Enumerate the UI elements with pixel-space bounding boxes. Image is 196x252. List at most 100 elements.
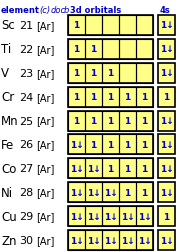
Text: V: V bbox=[1, 67, 9, 80]
Text: 1↓: 1↓ bbox=[87, 212, 100, 221]
Bar bbox=[119, 135, 136, 155]
Bar bbox=[158, 87, 175, 107]
Text: 4s: 4s bbox=[160, 6, 171, 15]
Bar bbox=[102, 64, 119, 83]
Bar bbox=[136, 230, 153, 250]
Bar bbox=[85, 135, 102, 155]
Text: 1↓: 1↓ bbox=[160, 188, 173, 197]
Text: 1: 1 bbox=[141, 164, 148, 173]
Bar bbox=[68, 230, 85, 250]
Text: 1↓: 1↓ bbox=[87, 164, 100, 173]
Text: 25: 25 bbox=[19, 116, 33, 126]
Bar bbox=[68, 87, 85, 107]
Bar bbox=[85, 64, 102, 83]
Text: 1: 1 bbox=[73, 69, 80, 78]
Text: 1: 1 bbox=[124, 140, 131, 149]
Bar bbox=[85, 159, 102, 179]
Bar bbox=[85, 87, 102, 107]
Text: 1↓: 1↓ bbox=[138, 236, 151, 245]
Text: Cr: Cr bbox=[1, 91, 14, 104]
Bar bbox=[102, 16, 119, 36]
Text: 1: 1 bbox=[124, 117, 131, 125]
Bar bbox=[158, 182, 175, 202]
Text: 1: 1 bbox=[141, 188, 148, 197]
Text: 1: 1 bbox=[107, 164, 114, 173]
Text: [Ar]: [Ar] bbox=[36, 116, 54, 126]
Bar bbox=[68, 111, 85, 131]
Text: 1↓: 1↓ bbox=[160, 21, 173, 30]
Text: 1↓: 1↓ bbox=[70, 164, 83, 173]
Text: (c): (c) bbox=[39, 6, 50, 15]
Text: 1↓: 1↓ bbox=[138, 212, 151, 221]
Text: 1: 1 bbox=[73, 21, 80, 30]
Bar bbox=[119, 182, 136, 202]
Text: 1: 1 bbox=[90, 69, 97, 78]
Bar bbox=[68, 40, 153, 60]
Text: 23: 23 bbox=[19, 69, 33, 78]
Bar bbox=[68, 182, 85, 202]
Bar bbox=[68, 135, 85, 155]
Text: 1↓: 1↓ bbox=[70, 188, 83, 197]
Text: Sc: Sc bbox=[1, 19, 15, 32]
Text: 24: 24 bbox=[19, 92, 33, 102]
Bar bbox=[102, 206, 119, 226]
Text: Cu: Cu bbox=[1, 210, 17, 223]
Text: 1: 1 bbox=[107, 140, 114, 149]
Text: 1↓: 1↓ bbox=[160, 117, 173, 125]
Text: 1: 1 bbox=[163, 212, 170, 221]
Bar bbox=[85, 230, 102, 250]
Text: 1: 1 bbox=[141, 93, 148, 102]
Bar bbox=[102, 111, 119, 131]
Bar bbox=[136, 135, 153, 155]
Bar bbox=[85, 40, 102, 60]
Text: 1: 1 bbox=[73, 45, 80, 54]
Text: Mn: Mn bbox=[1, 115, 19, 128]
Bar bbox=[158, 16, 175, 36]
Text: 1↓: 1↓ bbox=[121, 236, 134, 245]
Bar bbox=[85, 206, 102, 226]
Bar bbox=[119, 159, 136, 179]
Text: 1: 1 bbox=[124, 93, 131, 102]
Text: Zn: Zn bbox=[1, 234, 16, 246]
Text: 1↓: 1↓ bbox=[87, 236, 100, 245]
Text: 1: 1 bbox=[107, 69, 114, 78]
Bar bbox=[68, 16, 85, 36]
Text: 27: 27 bbox=[19, 164, 33, 174]
Text: 21: 21 bbox=[19, 21, 33, 31]
Text: 1: 1 bbox=[141, 117, 148, 125]
Text: 1↓: 1↓ bbox=[87, 188, 100, 197]
Bar bbox=[158, 64, 175, 83]
Text: 3d orbitals: 3d orbitals bbox=[70, 6, 121, 15]
Bar bbox=[102, 182, 119, 202]
Text: 29: 29 bbox=[19, 211, 33, 221]
Bar bbox=[68, 206, 85, 226]
Bar bbox=[68, 111, 153, 131]
Bar bbox=[158, 230, 175, 250]
Bar bbox=[68, 87, 153, 107]
Bar bbox=[158, 206, 175, 226]
Text: 1↓: 1↓ bbox=[160, 69, 173, 78]
Bar bbox=[136, 16, 153, 36]
Text: [Ar]: [Ar] bbox=[36, 140, 54, 150]
Text: 1↓: 1↓ bbox=[160, 140, 173, 149]
Bar bbox=[136, 64, 153, 83]
Text: 28: 28 bbox=[19, 187, 33, 198]
Bar bbox=[136, 111, 153, 131]
Bar bbox=[68, 135, 153, 155]
Bar bbox=[158, 159, 175, 179]
Text: 1↓: 1↓ bbox=[70, 212, 83, 221]
Text: Co: Co bbox=[1, 162, 16, 175]
Text: 30: 30 bbox=[19, 235, 33, 245]
Text: 1: 1 bbox=[163, 93, 170, 102]
Bar bbox=[85, 16, 102, 36]
Bar bbox=[136, 182, 153, 202]
Bar bbox=[102, 135, 119, 155]
Text: 1: 1 bbox=[107, 117, 114, 125]
Text: 1↓: 1↓ bbox=[160, 164, 173, 173]
Text: Ti: Ti bbox=[1, 43, 11, 56]
Bar bbox=[119, 40, 136, 60]
Bar bbox=[68, 182, 153, 202]
Bar bbox=[136, 87, 153, 107]
Text: [Ar]: [Ar] bbox=[36, 21, 54, 31]
Text: [Ar]: [Ar] bbox=[36, 235, 54, 245]
